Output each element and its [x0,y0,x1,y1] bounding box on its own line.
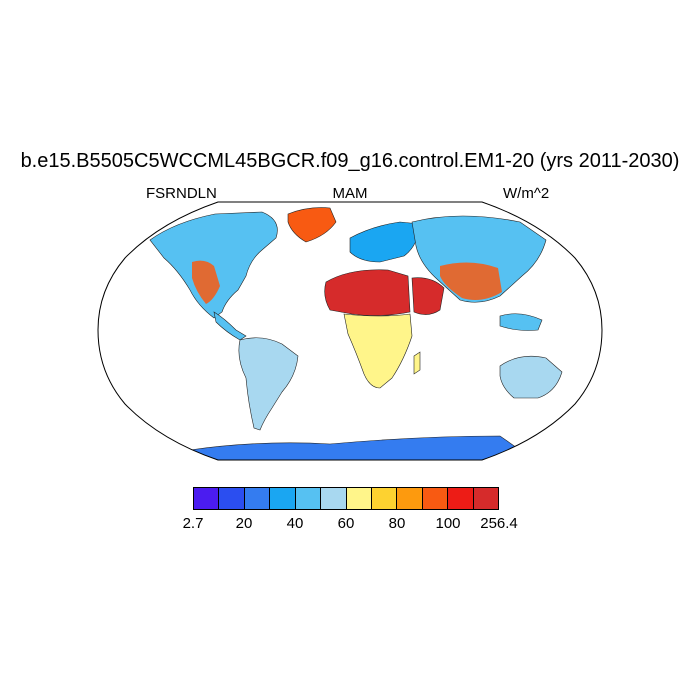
region-sahara [324,269,411,316]
variable-name: FSRNDLN [146,185,217,202]
region-arabia [411,277,445,315]
colorbar [193,487,499,510]
colorbar-cell-6 [346,488,372,509]
colorbar-label: 60 [337,515,355,532]
region-north-america-west [192,260,220,304]
colorbar-label: 40 [286,515,304,532]
colorbar-cell-11 [473,488,499,509]
region-europe [349,221,421,263]
colorbar-cell-3 [270,488,296,509]
colorbar-label: 2.7 [182,515,204,532]
colorbar-label: 256.4 [480,515,518,532]
colorbar-cell-0 [194,488,220,509]
units-label: W/m^2 [503,185,550,202]
region-southern-africa [343,313,413,389]
colorbar-label: 100 [435,515,461,532]
colorbar-cell-7 [371,488,398,509]
region-central-america [213,311,247,341]
colorbar-cell-4 [295,488,322,509]
season-label: MAM [332,185,368,202]
colorbar-label: 80 [388,515,406,532]
colorbar-label: 20 [235,515,253,532]
region-australia [499,355,563,399]
region-se-asia [499,313,543,331]
colorbar-cell-1 [219,488,245,509]
region-south-america [238,337,299,431]
colorbar-cell-10 [448,488,474,509]
region-north-america [149,211,278,319]
plot-title: b.e15.B5505C5WCCML45BGCR.f09_g16.control… [20,150,680,172]
colorbar-cell-9 [422,488,449,509]
region-antarctica [179,435,521,460]
colorbar-cell-2 [244,488,271,509]
region-asia-south [440,262,502,300]
globe-outline [97,201,603,461]
colorbar-cell-5 [321,488,347,509]
region-madagascar [413,351,421,375]
land-layer [149,207,563,460]
colorbar-cell-8 [397,488,423,509]
region-greenland [287,207,337,243]
